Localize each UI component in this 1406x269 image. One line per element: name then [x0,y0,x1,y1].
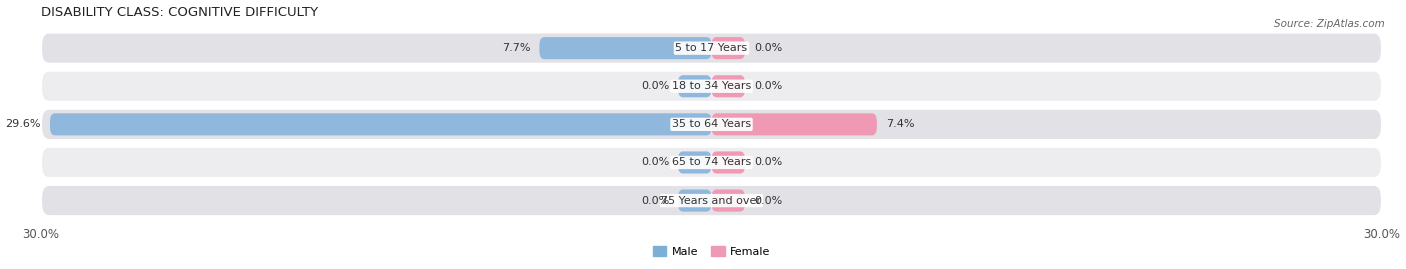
Text: 0.0%: 0.0% [754,81,782,91]
FancyBboxPatch shape [711,37,745,59]
FancyBboxPatch shape [678,75,711,97]
Text: DISABILITY CLASS: COGNITIVE DIFFICULTY: DISABILITY CLASS: COGNITIVE DIFFICULTY [41,6,318,19]
FancyBboxPatch shape [41,71,1382,102]
FancyBboxPatch shape [41,147,1382,178]
Text: 0.0%: 0.0% [754,196,782,206]
Text: 0.0%: 0.0% [641,81,669,91]
Text: 0.0%: 0.0% [754,43,782,53]
FancyBboxPatch shape [711,151,745,174]
FancyBboxPatch shape [711,75,745,97]
FancyBboxPatch shape [540,37,711,59]
Text: 0.0%: 0.0% [754,157,782,168]
Text: 7.4%: 7.4% [886,119,914,129]
FancyBboxPatch shape [41,33,1382,64]
FancyBboxPatch shape [51,113,711,135]
FancyBboxPatch shape [678,190,711,212]
Text: 0.0%: 0.0% [641,196,669,206]
Text: 0.0%: 0.0% [641,157,669,168]
Text: 5 to 17 Years: 5 to 17 Years [675,43,748,53]
FancyBboxPatch shape [711,113,877,135]
FancyBboxPatch shape [41,185,1382,216]
FancyBboxPatch shape [711,190,745,212]
Text: Source: ZipAtlas.com: Source: ZipAtlas.com [1274,19,1385,29]
Legend: Male, Female: Male, Female [648,242,775,261]
Text: 7.7%: 7.7% [502,43,530,53]
Text: 18 to 34 Years: 18 to 34 Years [672,81,751,91]
FancyBboxPatch shape [41,109,1382,140]
FancyBboxPatch shape [678,151,711,174]
Text: 65 to 74 Years: 65 to 74 Years [672,157,751,168]
Text: 29.6%: 29.6% [6,119,41,129]
Text: 75 Years and over: 75 Years and over [661,196,762,206]
Text: 35 to 64 Years: 35 to 64 Years [672,119,751,129]
